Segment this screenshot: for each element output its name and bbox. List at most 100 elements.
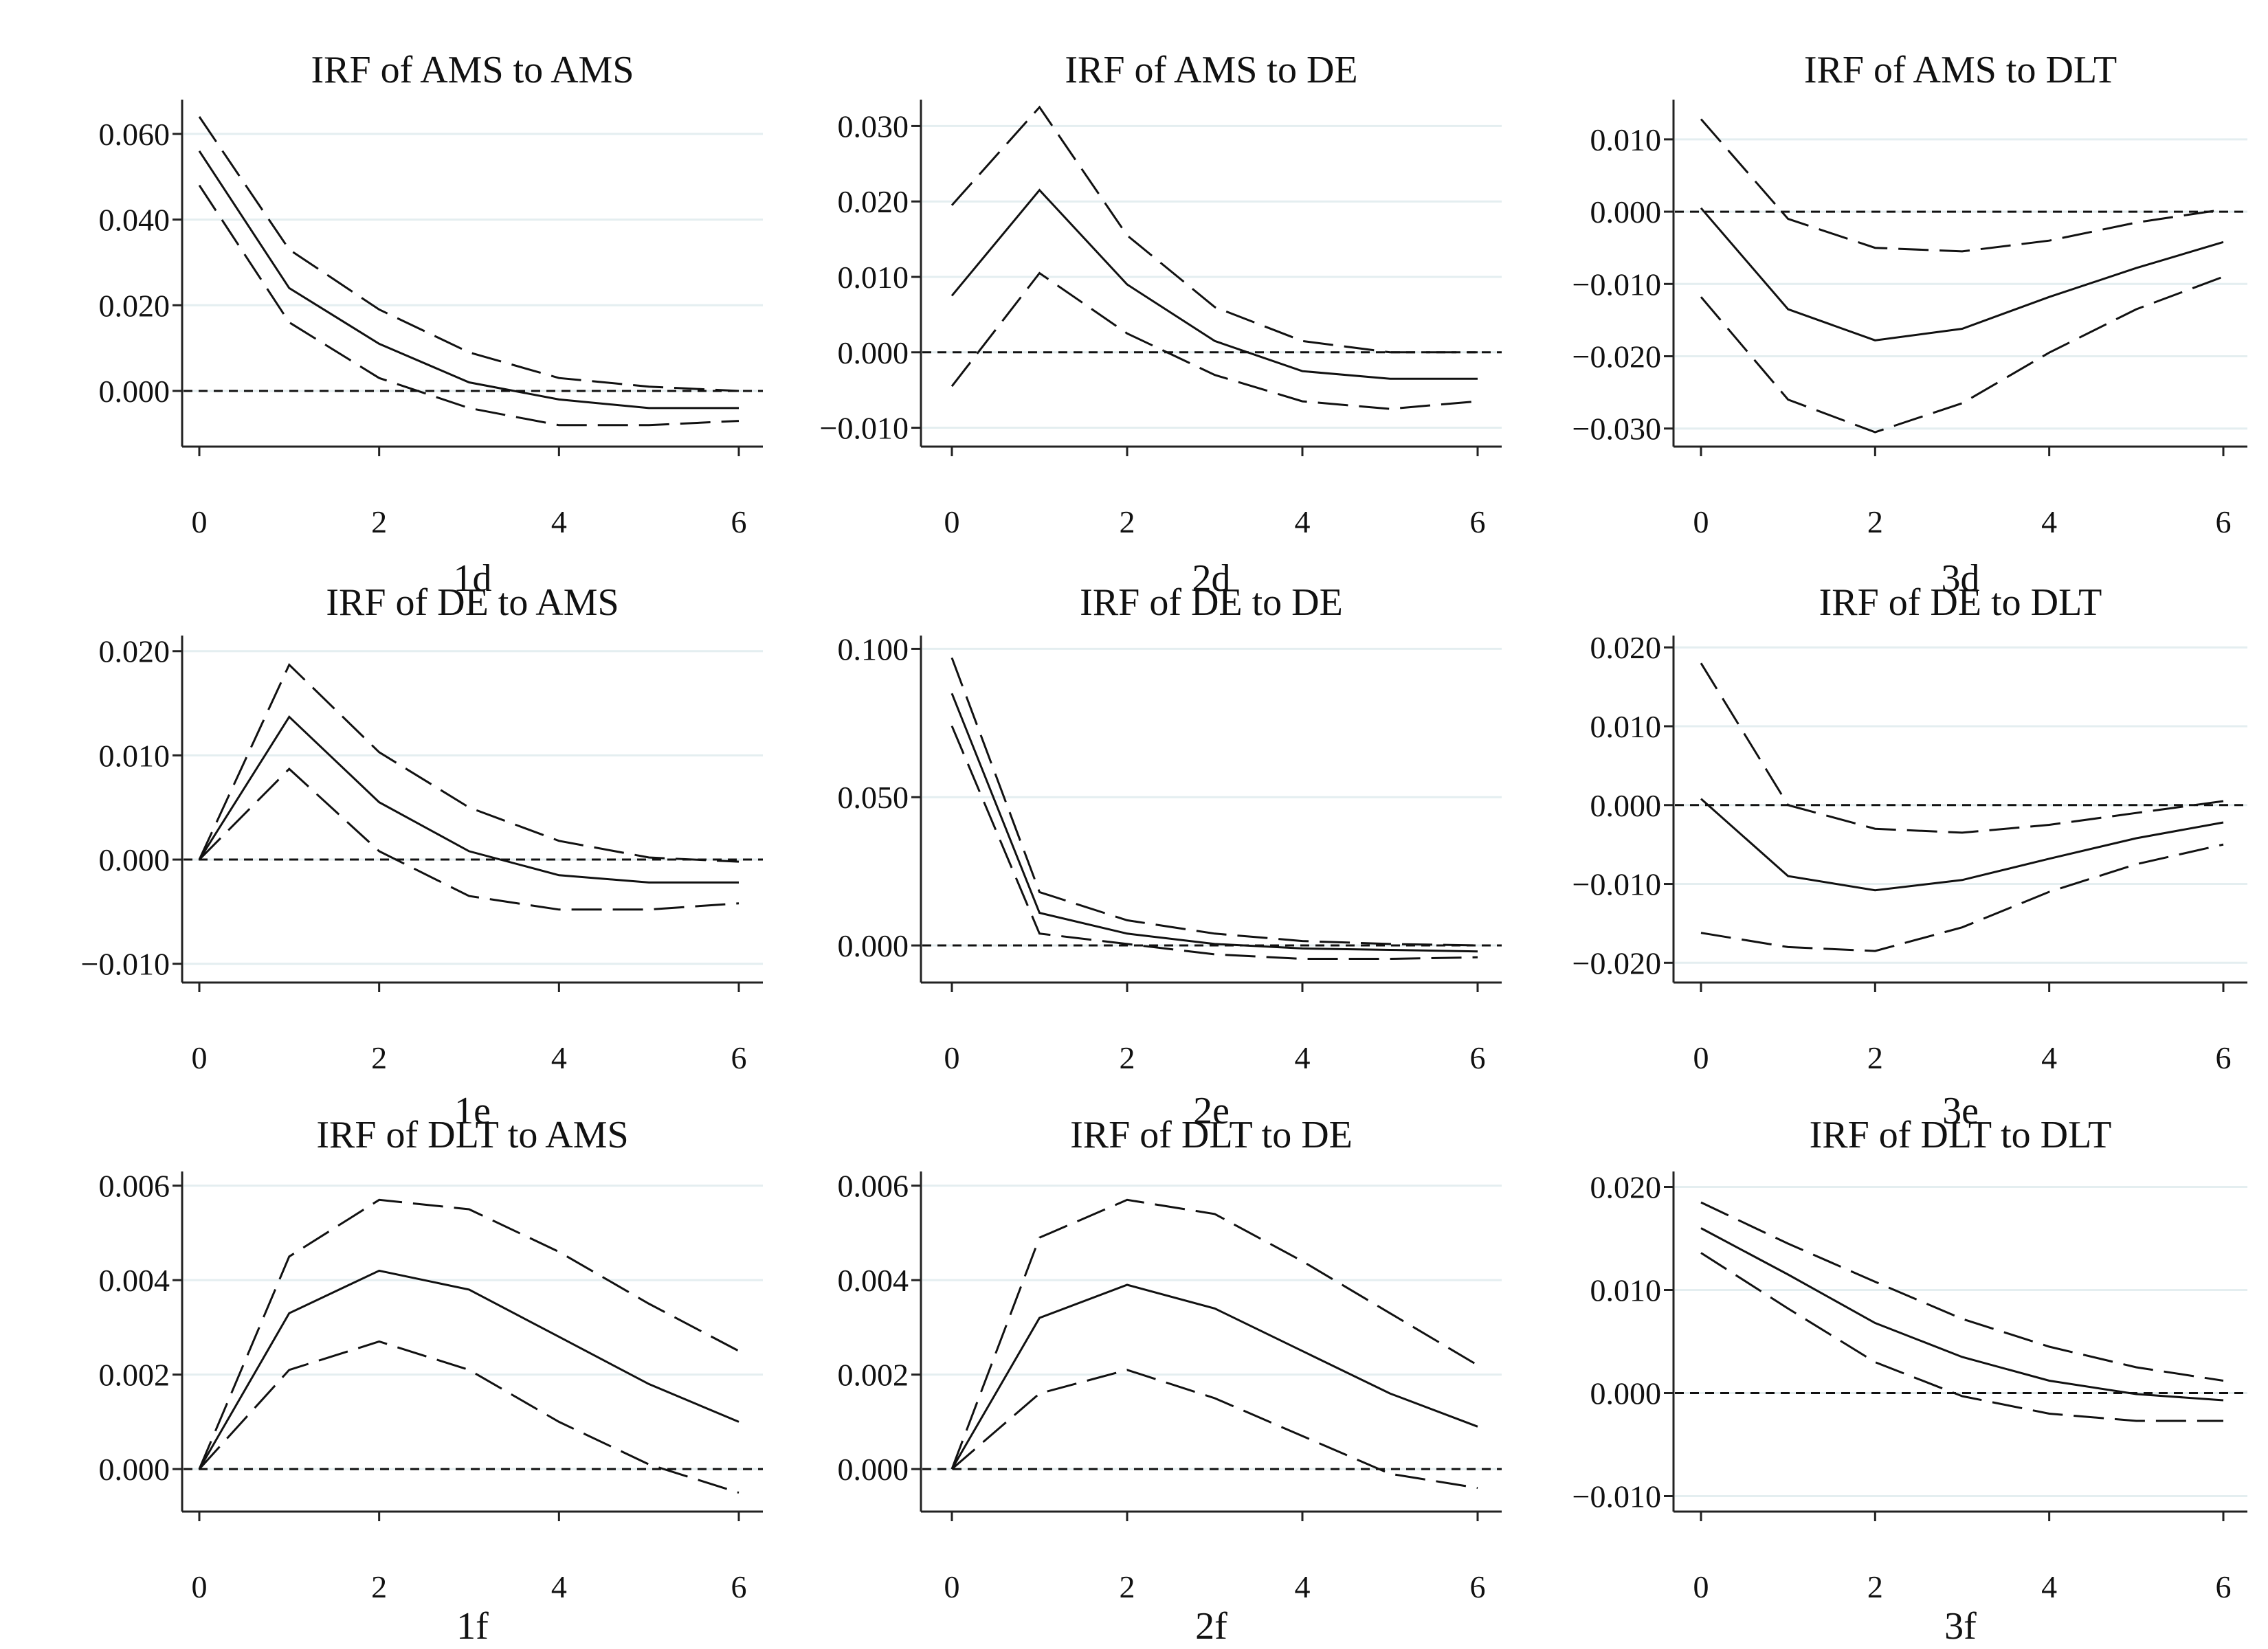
y-tick-label: 0.004 (99, 1263, 170, 1298)
panel-1f: IRF of DLT to AMS 0.000 0.002 0.004 0.006 0 2 4… (99, 1114, 763, 1648)
x-tick-label: 4 (2041, 1569, 2057, 1604)
panel-2f: IRF of DLT to DE 0.000 0.002 0.004 0.006 0 2 4 6… (838, 1114, 1502, 1648)
x-tick-label: 0 (1693, 1569, 1709, 1604)
x-tick-label: 4 (551, 1040, 567, 1075)
x-tick-label: 4 (551, 1569, 567, 1604)
y-tick-label: 0.020 (99, 288, 170, 323)
x-tick-label: 6 (731, 504, 747, 539)
x-tick-label: 4 (1295, 1569, 1311, 1604)
y-tick-label: 0.010 (99, 738, 170, 773)
x-tick-label: 6 (1470, 504, 1486, 539)
panel-label: 1f (456, 1605, 489, 1648)
x-tick-label: 0 (192, 1569, 208, 1604)
ci-lower-line (198, 184, 740, 427)
x-tick-label: 6 (2216, 1040, 2232, 1075)
x-tick-label: 6 (1470, 1040, 1486, 1075)
y-tick-label: −0.010 (81, 947, 170, 982)
x-tick-label: 2 (371, 1040, 387, 1075)
y-tick-label: 0.004 (838, 1263, 909, 1298)
irf-line (1700, 798, 2224, 892)
y-tick-label: 0.002 (838, 1358, 909, 1393)
y-tick-label: 0.020 (1590, 630, 1662, 665)
x-tick-label: 6 (2216, 504, 2232, 539)
y-tick-label: 0.050 (838, 780, 909, 815)
ci-upper-line (198, 1198, 740, 1470)
x-tick-label: 0 (944, 1040, 960, 1075)
y-tick-label: 0.020 (99, 634, 170, 669)
y-tick-label: 0.000 (1590, 788, 1662, 823)
x-tick-label: 2 (1867, 504, 1883, 539)
y-tick-label: 0.000 (1590, 194, 1662, 229)
ci-upper-line (950, 105, 1478, 354)
y-tick-label: 0.000 (1590, 1376, 1662, 1411)
panel-2d: IRF of AMS to DE −0.010 0.000 0.010 0.020 0.0… (820, 49, 1502, 600)
panel-label: 2f (1195, 1605, 1227, 1648)
ci-upper-line (1700, 118, 2224, 253)
ci-upper-line (950, 657, 1478, 947)
x-tick-label: 2 (1120, 504, 1135, 539)
x-tick-label: 2 (1867, 1569, 1883, 1604)
y-tick-label: 0.030 (838, 109, 909, 144)
x-tick-label: 4 (2041, 1040, 2057, 1075)
y-tick-label: −0.020 (1572, 945, 1661, 980)
panel-3f: IRF of DLT to DLT −0.010 0.000 0.010 0.020 0 2… (1572, 1114, 2247, 1648)
y-tick-label: 0.000 (838, 335, 909, 370)
x-tick-label: 0 (1693, 504, 1709, 539)
x-tick-label: 4 (2041, 504, 2057, 539)
ci-lower-line (1700, 276, 2224, 434)
x-tick-label: 2 (371, 504, 387, 539)
x-tick-label: 2 (1120, 1569, 1135, 1604)
ci-upper-line (198, 116, 740, 392)
y-tick-label: 0.000 (99, 374, 170, 409)
panel-label: 1d (454, 557, 492, 600)
x-tick-label: 4 (1295, 504, 1311, 539)
x-tick-label: 2 (371, 1569, 387, 1604)
panel-title: IRF of AMS to DLT (1804, 49, 2117, 91)
ci-lower-line (950, 271, 1478, 410)
x-tick-label: 0 (192, 504, 208, 539)
y-tick-label: −0.010 (1572, 1479, 1661, 1514)
ci-upper-line (1700, 1201, 2224, 1382)
y-tick-label: 0.040 (99, 203, 170, 238)
panel-label: 3f (1944, 1605, 1977, 1648)
y-tick-label: 0.000 (99, 842, 170, 877)
panel-title: IRF of DE to DLT (1819, 581, 2102, 624)
y-tick-label: 0.100 (838, 631, 909, 666)
panel-label: 3e (1942, 1090, 1979, 1132)
irf-line (198, 1269, 740, 1470)
ci-upper-line (198, 662, 740, 863)
x-tick-label: 6 (731, 1040, 747, 1075)
panel-3e: IRF of DE to DLT −0.020 −0.010 0.000 0.010 0.… (1572, 581, 2247, 1132)
irf-line (198, 715, 739, 884)
y-tick-label: 0.006 (99, 1169, 170, 1204)
y-tick-label: 0.006 (838, 1169, 909, 1204)
y-tick-label: 0.010 (1590, 122, 1662, 157)
ci-lower-line (198, 1340, 740, 1494)
ci-lower-line (198, 767, 740, 911)
irf-line (950, 693, 1478, 953)
ci-lower-line (950, 726, 1478, 960)
y-tick-label: 0.010 (838, 260, 909, 295)
irf-line (1700, 1227, 2224, 1402)
y-tick-label: −0.030 (1572, 412, 1661, 447)
x-tick-label: 0 (192, 1040, 208, 1075)
y-tick-label: 0.010 (1590, 1273, 1662, 1308)
y-tick-label: 0.002 (99, 1358, 170, 1393)
x-tick-label: 6 (2216, 1569, 2232, 1604)
y-tick-label: 0.060 (99, 117, 170, 152)
x-tick-label: 6 (1470, 1569, 1486, 1604)
x-tick-label: 0 (944, 1569, 960, 1604)
y-tick-label: 0.000 (99, 1452, 170, 1487)
panel-title: IRF of DLT to DE (1070, 1114, 1353, 1156)
panel-title: IRF of AMS to AMS (311, 49, 634, 91)
x-tick-label: 2 (1120, 1040, 1135, 1075)
ci-upper-line (950, 1198, 1478, 1470)
ci-lower-line (1700, 843, 2224, 952)
panel-label: 2e (1193, 1090, 1230, 1132)
irf-line (1700, 207, 2224, 341)
ci-lower-line (1700, 1252, 2223, 1422)
y-tick-label: −0.010 (820, 411, 909, 446)
panel-label: 2d (1192, 557, 1231, 600)
irf-line (198, 150, 739, 410)
